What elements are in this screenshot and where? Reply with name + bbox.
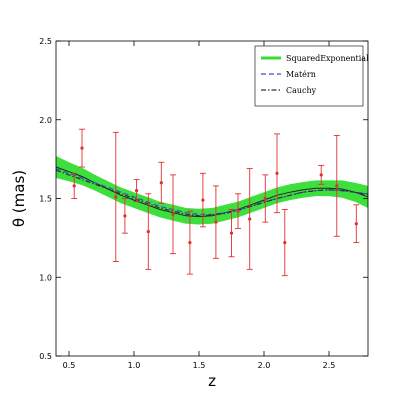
error-bar-layer <box>71 128 360 277</box>
confidence-band <box>56 156 368 225</box>
y-tick-label: 2.0 <box>39 116 52 125</box>
error-bar <box>333 135 340 237</box>
error-bar <box>79 128 85 168</box>
error-bar <box>170 174 176 255</box>
data-point <box>72 184 76 188</box>
data-point <box>214 220 218 224</box>
data-point <box>146 229 150 234</box>
error-bar <box>133 179 140 203</box>
legend-label: Cauchy <box>286 86 317 95</box>
tick-layer: 0.5 1.0 1.5 2.0 2.5 0.5 1.0 1.5 2.0 2.5 <box>39 37 368 370</box>
error-bar <box>186 210 193 275</box>
x-axis-label: z <box>208 372 216 390</box>
error-bar <box>235 193 241 229</box>
curve-2 <box>56 169 368 217</box>
curve-1 <box>56 168 368 215</box>
data-point <box>319 173 323 177</box>
data-point <box>229 231 234 235</box>
error-bar <box>145 193 152 270</box>
y-tick-label: 1.0 <box>39 273 52 282</box>
y-tick-label: 1.5 <box>39 195 52 204</box>
data-point <box>159 181 163 185</box>
error-bar <box>228 209 235 258</box>
error-bar <box>158 161 165 204</box>
error-bar <box>353 204 360 244</box>
error-bar <box>199 172 206 228</box>
error-bar <box>281 209 288 277</box>
data-point <box>114 195 118 199</box>
error-bar <box>262 174 269 223</box>
error-bar <box>246 168 253 270</box>
legend-label: Matérn <box>286 70 316 79</box>
y-tick-label: 2.5 <box>39 37 52 46</box>
data-point <box>335 184 339 188</box>
x-tick-label: 1.5 <box>193 361 206 370</box>
data-point <box>354 222 358 226</box>
data-point <box>248 217 252 221</box>
error-bar <box>274 133 280 214</box>
data-point <box>263 196 267 201</box>
legend-items: SquaredExponential Matérn Cauchy <box>261 54 369 95</box>
error-bar <box>71 172 78 199</box>
data-point <box>123 214 127 218</box>
y-axis-label: θ (mas) <box>10 170 28 227</box>
legend: SquaredExponential Matérn Cauchy <box>254 45 369 107</box>
confidence-band-layer <box>56 156 368 225</box>
y-tick-label: 0.5 <box>39 352 52 361</box>
curve-layer <box>56 166 368 218</box>
legend-box <box>254 45 364 107</box>
data-point <box>80 146 84 150</box>
error-bar <box>318 164 325 185</box>
x-tick-label: 2.0 <box>258 361 271 370</box>
data-point <box>236 209 240 213</box>
error-bar <box>112 131 119 262</box>
data-point <box>201 198 205 202</box>
x-tick-label: 1.0 <box>128 361 141 370</box>
error-bar <box>212 185 219 259</box>
data-point <box>171 212 175 216</box>
legend-label: SquaredExponential <box>286 54 369 63</box>
x-tick-label: 0.5 <box>63 361 76 370</box>
data-point <box>135 189 139 193</box>
data-point <box>275 171 279 175</box>
error-bar <box>121 198 128 234</box>
data-point <box>188 241 192 245</box>
x-tick-label: 2.5 <box>323 361 336 370</box>
data-point <box>283 241 287 245</box>
